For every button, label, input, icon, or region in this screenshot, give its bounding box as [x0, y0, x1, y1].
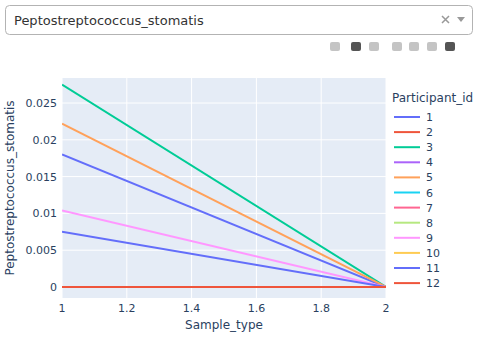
x-tick-label: 1.4	[183, 302, 201, 315]
legend-swatch[interactable]	[394, 192, 420, 194]
dropdown-clear[interactable]	[442, 16, 449, 23]
legend: Participant_id123456789101112	[392, 91, 473, 290]
modebar-button[interactable]	[427, 42, 437, 51]
dropdown[interactable]: Peptostreptococcus_stomatis	[6, 6, 473, 35]
grid-line	[62, 213, 386, 214]
series-line	[62, 286, 386, 288]
legend-label[interactable]: 2	[426, 126, 433, 139]
grid-line	[62, 139, 386, 140]
modebar-button[interactable]	[369, 42, 379, 51]
legend-swatch[interactable]	[394, 207, 420, 209]
modebar	[330, 42, 455, 51]
grid-line	[62, 176, 386, 177]
dropdown-value: Peptostreptococcus_stomatis	[14, 13, 204, 28]
x-tick-label: 1	[59, 302, 66, 315]
legend-swatch[interactable]	[394, 176, 420, 178]
series-line	[62, 286, 386, 288]
grid-line	[62, 103, 386, 104]
modebar-button[interactable]	[351, 42, 361, 51]
x-tick-label: 2	[383, 302, 390, 315]
legend-label[interactable]: 8	[426, 217, 433, 230]
y-tick-label: 0	[50, 281, 57, 294]
chart: Peptostreptococcus_stomatis 1 1.2 1.4 1.6 1.8…	[0, 0, 480, 338]
modebar-button[interactable]	[409, 42, 419, 51]
grid-line	[321, 78, 322, 298]
series-line	[62, 155, 386, 287]
grid-line	[386, 78, 387, 298]
x-tick-label: 1.6	[248, 302, 266, 315]
grid-line	[62, 78, 63, 298]
series-line	[62, 286, 386, 288]
legend-swatch[interactable]	[394, 282, 420, 284]
series-group	[62, 85, 386, 287]
dropdown-arrow	[457, 17, 465, 22]
series-line	[62, 286, 386, 288]
series-line	[62, 232, 386, 287]
legend-label[interactable]: 12	[426, 277, 440, 290]
x-tick-label: 1.2	[118, 302, 136, 315]
y-tick-label: 0.025	[26, 97, 58, 110]
grid-line	[126, 78, 127, 298]
legend-swatch[interactable]	[394, 237, 420, 239]
legend-title: Participant_id	[392, 91, 473, 105]
dropdown-box	[6, 6, 473, 35]
modebar-button[interactable]	[330, 42, 340, 51]
grid-line	[62, 250, 386, 251]
series-line	[62, 286, 386, 288]
legend-label[interactable]: 3	[426, 141, 433, 154]
legend-label[interactable]: 7	[426, 202, 433, 215]
legend-label[interactable]: 9	[426, 232, 433, 245]
legend-label[interactable]: 6	[426, 187, 433, 200]
series-line	[62, 124, 386, 287]
legend-label[interactable]: 5	[426, 171, 433, 184]
series-line	[62, 85, 386, 287]
modebar-button[interactable]	[445, 42, 455, 51]
legend-swatch[interactable]	[394, 146, 420, 148]
modebar-button[interactable]	[392, 42, 402, 51]
legend-swatch[interactable]	[394, 161, 420, 163]
y-tick-label: 0.02	[33, 134, 58, 147]
legend-swatch[interactable]	[394, 131, 420, 133]
y-axis-title: Peptostreptococcus_stomatis	[3, 100, 17, 275]
legend-label[interactable]: 1	[426, 111, 433, 124]
legend-label[interactable]: 11	[426, 262, 440, 275]
grid-line	[62, 286, 386, 288]
legend-swatch[interactable]	[394, 116, 420, 118]
y-tick-label: 0.01	[33, 207, 58, 220]
x-axis-title: Sample_type	[185, 318, 263, 332]
plot-background	[62, 78, 386, 298]
y-tick-label: 0.015	[26, 171, 58, 184]
legend-swatch[interactable]	[394, 222, 420, 224]
x-tick-label: 1.8	[312, 302, 330, 315]
legend-swatch[interactable]	[394, 252, 420, 254]
legend-label[interactable]: 10	[426, 247, 440, 260]
series-line	[62, 210, 386, 287]
y-tick-label: 0.005	[26, 244, 58, 257]
series-line	[62, 286, 386, 288]
series-line	[62, 286, 386, 288]
legend-label[interactable]: 4	[426, 156, 433, 169]
legend-swatch[interactable]	[394, 267, 420, 269]
